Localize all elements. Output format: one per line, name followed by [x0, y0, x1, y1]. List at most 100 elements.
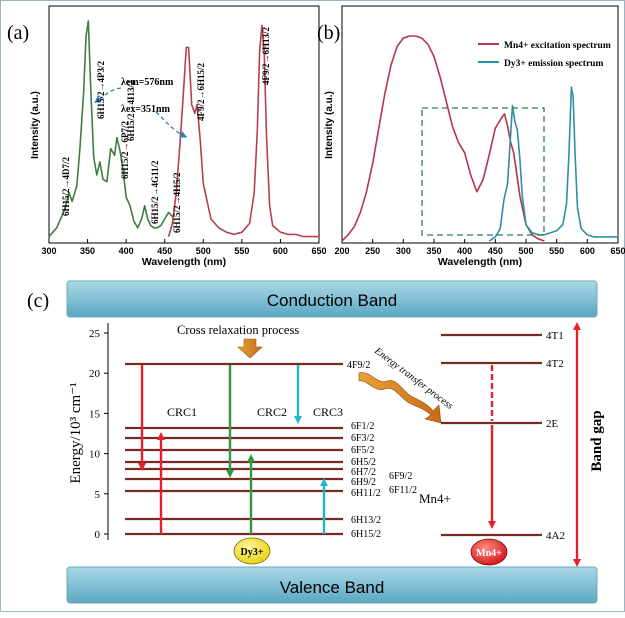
legend-label-mn: Mn4+ excitation spectrum: [504, 41, 611, 51]
dy-ion-label: Dy3+: [241, 547, 264, 558]
label-6f92: 6F9/2: [389, 471, 412, 482]
panel-a-x-tick-label: 650: [311, 246, 326, 256]
excitation-spectrum-line: [48, 20, 174, 238]
legend: Mn4+ excitation spectrum Dy3+ emission s…: [478, 41, 611, 69]
panel-a-xlabel: Wavelength (nm): [142, 256, 226, 268]
dy-levels: [125, 362, 343, 536]
energy-tick-label: 5: [95, 489, 101, 501]
label-6h112: 6H11/2: [351, 488, 381, 499]
energy-tick-label: 25: [89, 328, 101, 340]
panel-a-frame: [48, 5, 320, 244]
transition-label-6h132: 4F9/2→6H13/2: [261, 27, 271, 85]
label-4f92: 4F9/2: [347, 360, 370, 371]
label-6f112: 6F11/2: [389, 485, 417, 496]
label-6h152: 6H15/2: [351, 529, 381, 540]
zoom-box: [421, 107, 545, 236]
panel-b-x-tick-label: 550: [549, 246, 564, 256]
em-annotation-arrow: [94, 87, 122, 104]
panel-a-x-tick-label: 450: [157, 246, 172, 256]
energy-tick-label: 15: [89, 408, 101, 420]
panel-a-ylabel: Intensity (a.u.): [30, 91, 41, 159]
label-6h52: 6H5/2: [351, 457, 376, 468]
panel-b-x-tick-label: 300: [396, 246, 411, 256]
valence-band-label: Valence Band: [280, 578, 385, 597]
panel-b-tag: (b): [317, 22, 340, 44]
panel-a-x-tick-label: 400: [119, 246, 134, 256]
transition-label-4i152: 6H15/2→4I15/2: [172, 172, 182, 233]
panel-b-frame: [341, 5, 619, 244]
energy-transfer-arrow: [358, 372, 442, 424]
panel-a-x-tick-label: 550: [234, 246, 249, 256]
legend-label-dy: Dy3+ emission spectrum: [504, 59, 603, 69]
panel-a: (a) 300 350 400 450 500 550 600 650 Wavelength …: [7, 5, 327, 268]
transition-label-4p32: 6H15/2→4P3/2: [96, 61, 106, 119]
label-6f52: 6F5/2: [351, 445, 374, 456]
panel-b-x-ticks: 200 250 300 350 400 450 500 550 600 650: [334, 239, 625, 256]
label-6h132: 6H13/2: [351, 515, 381, 526]
mn-level-labels: 4T1 4T2 2E 4A2: [546, 330, 565, 542]
crc2-label: CRC2: [257, 405, 287, 419]
panel-b-x-tick-label: 200: [334, 246, 349, 256]
panel-a-x-ticks: 300 350 400 450 500 550 600 650: [41, 239, 327, 256]
panel-b-x-tick-label: 400: [457, 246, 472, 256]
panel-a-x-tick-label: 500: [196, 246, 211, 256]
mn-ion-ball: [470, 538, 508, 566]
panel-b-x-tick-label: 600: [580, 246, 595, 256]
crc3-label: CRC3: [313, 405, 343, 419]
panel-a-x-tick-label: 350: [80, 246, 95, 256]
panel-b-x-tick-label: 350: [426, 246, 441, 256]
panel-b-series: [341, 35, 618, 242]
cross-relaxation-arrow: [237, 338, 263, 359]
panel-b-x-tick-label: 450: [488, 246, 503, 256]
emission-spectrum-line: [167, 24, 319, 238]
dy-level-labels: 4F9/2 6F1/2 6F3/2 6F5/2 6H5/2 6H7/2 6H9/…: [347, 360, 417, 540]
panel-a-x-tick-label: 300: [41, 246, 56, 256]
energy-tick-label: 10: [89, 449, 101, 461]
mn-ion-label: Mn4+: [476, 548, 502, 559]
panel-b-xlabel: Wavelength (nm): [438, 256, 522, 268]
label-4a2: 4A2: [546, 530, 565, 542]
energy-axis-ticks: 25 20 15 10 5 0: [89, 328, 108, 541]
mn-excitation-line: [341, 35, 545, 242]
panel-b-x-tick-label: 650: [610, 246, 625, 256]
energy-tick-label: 0: [95, 529, 101, 541]
mn-level-label: Mn4+: [419, 491, 451, 506]
panel-a-series: [48, 20, 319, 238]
label-4t1: 4T1: [546, 330, 564, 342]
mn-levels: [441, 333, 542, 537]
panel-b-ylabel: Intensity (a.u.): [324, 91, 335, 159]
label-4t2: 4T2: [546, 358, 564, 370]
conduction-band-label: Conduction Band: [267, 291, 397, 310]
panel-b: (b) 200 250 300 350 400 450 500 550 600 650 Wavel…: [317, 5, 625, 268]
transition-label-4i132: 6H15/2→4I13/2: [126, 80, 136, 141]
label-2e: 2E: [546, 418, 559, 430]
ex-wavelength-label: λex=351nm: [121, 104, 171, 115]
panel-b-x-tick-label: 250: [365, 246, 380, 256]
transition-label-6h152: 4F9/2→6H15/2: [196, 63, 206, 121]
transition-label-4g112: 6H15/2→4G11/2: [150, 160, 160, 224]
conduction-band: [66, 280, 598, 318]
energy-axis-label: Energy/10³ cm⁻¹: [68, 382, 84, 483]
panel-b-x-tick-label: 500: [518, 246, 533, 256]
dy-emission-line: [488, 86, 618, 242]
label-6f12: 6F1/2: [351, 421, 374, 432]
panel-a-tag: (a): [7, 22, 29, 44]
band-gap-label: Band gap: [589, 410, 605, 471]
panel-a-x-tick-label: 600: [273, 246, 288, 256]
energy-tick-label: 20: [89, 368, 101, 380]
panel-c-tag: (c): [27, 290, 49, 312]
label-6f32: 6F3/2: [351, 433, 374, 444]
label-6h72: 6H7/2: [351, 467, 376, 478]
em-wavelength-label: λem=576nm: [121, 77, 174, 88]
label-6h92: 6H9/2: [351, 477, 376, 488]
transition-label-6p72: 6H15/2→6P7/2: [120, 121, 130, 179]
dy-ion-ball: [233, 537, 271, 565]
transition-label-4d72: 6H15/2→4D7/2: [61, 156, 71, 216]
valence-band: [66, 566, 598, 604]
ex-annotation-arrow: [155, 111, 188, 138]
cross-relaxation-label: Cross relaxation process: [177, 323, 299, 337]
panel-c: (c) Conduction Band Valence Band 25 20 15 1…: [27, 280, 605, 604]
crc1-label: CRC1: [167, 405, 197, 419]
